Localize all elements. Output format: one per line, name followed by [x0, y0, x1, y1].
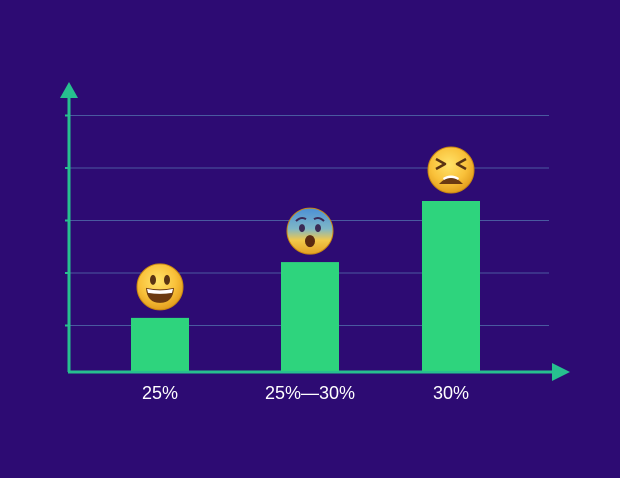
tired-face-icon: [427, 146, 475, 194]
bar: [131, 317, 189, 371]
anxious-face-icon: [286, 207, 334, 255]
bars: [131, 201, 480, 371]
axes: [60, 82, 570, 381]
bar: [422, 201, 480, 371]
grinning-face-icon: [136, 263, 184, 311]
y-axis-arrow: [60, 82, 78, 98]
category-labels: 25% 25%—30% 30%: [142, 383, 469, 403]
x-tick-label: 30%: [433, 383, 469, 403]
bar-icons: [136, 146, 475, 311]
x-axis-arrow: [552, 363, 570, 381]
x-tick-label: 25%: [142, 383, 178, 403]
bar: [281, 262, 339, 371]
x-tick-label: 25%—30%: [265, 383, 355, 403]
